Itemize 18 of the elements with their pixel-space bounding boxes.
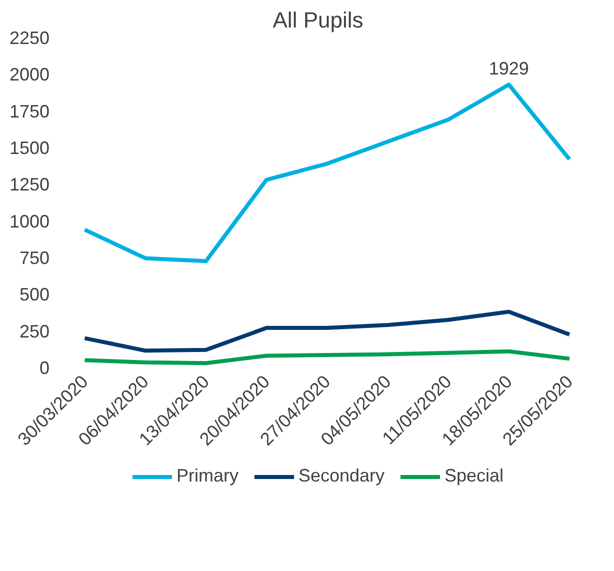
- legend-label: Special: [444, 466, 504, 486]
- y-tick-label: 250: [19, 321, 50, 342]
- y-tick-label: 500: [19, 284, 50, 305]
- y-tick-label: 2000: [9, 64, 50, 85]
- y-tick-label: 2250: [9, 28, 50, 48]
- legend-label: Primary: [176, 466, 238, 486]
- y-tick-label: 0: [39, 358, 50, 378]
- y-tick-label: 750: [19, 248, 50, 268]
- line-series: [82, 82, 572, 264]
- legend-label: Secondary: [298, 466, 385, 486]
- line-series: [82, 310, 572, 353]
- y-tick-label: 1250: [9, 174, 50, 195]
- y-tick-label: 1000: [9, 211, 50, 232]
- chart-title: All Pupils: [272, 8, 364, 32]
- line-series: [82, 349, 572, 366]
- y-tick-label: 1750: [9, 101, 50, 122]
- y-tick-label: 1500: [9, 138, 50, 158]
- annotation: 1929: [488, 58, 529, 79]
